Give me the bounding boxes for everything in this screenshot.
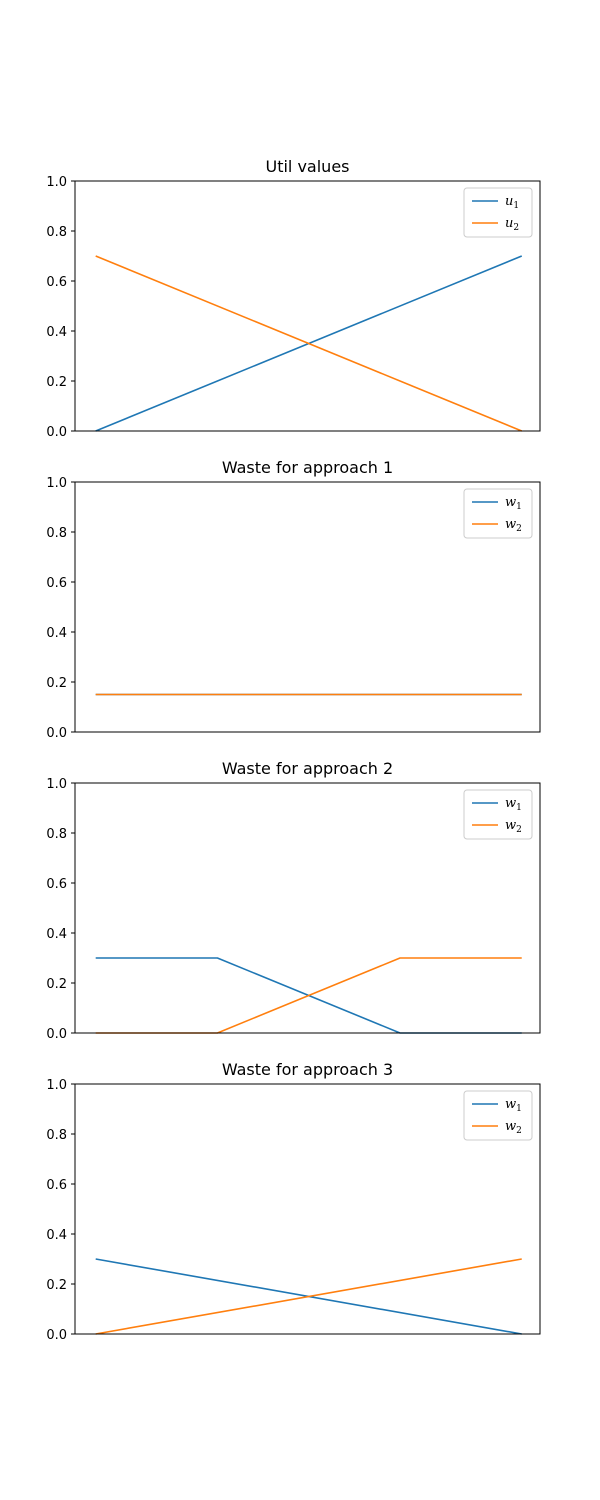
y-tick-label: 1.0 [46,175,67,190]
y-tick-label: 0.6 [46,576,67,591]
series-line-w2 [95,957,522,1034]
legend-label: w2 [505,1119,522,1136]
y-tick-label: 0.4 [46,1228,67,1243]
y-tick-label: 0.6 [46,877,67,892]
y-tick-label: 0.4 [46,626,67,641]
y-tick-label: 0.2 [46,1278,67,1293]
chart-title: Waste for approach 2 [222,759,393,778]
y-tick-label: 0.8 [46,526,67,541]
axes-frame [74,481,541,733]
y-tick-label: 0.0 [46,425,67,440]
series-line-u2 [95,255,523,432]
y-tick-label: 0.2 [46,676,67,691]
y-tick-label: 0.4 [46,325,67,340]
y-tick-label: 0.4 [46,927,67,942]
legend-box [463,187,533,238]
axes-frame [74,782,541,1034]
axes-frame [74,1083,541,1335]
y-tick-label: 0.8 [46,827,67,842]
y-tick-label: 0.8 [46,1128,67,1143]
y-tick-label: 0.6 [46,275,67,290]
chart-panel-4: Waste for approach 3 0.0 0.2 0.4 0.6 0.8 1.0 w1… [46,1060,541,1343]
series-line-w2 [95,1258,522,1335]
y-tick-label: 1.0 [46,777,67,792]
y-tick-label: 0.2 [46,375,67,390]
y-tick-label: 0.0 [46,1328,67,1343]
legend-label: w2 [505,517,522,534]
y-tick-label: 0.0 [46,1027,67,1042]
y-tick-label: 0.8 [46,225,67,240]
chart-title: Util values [266,157,350,176]
axes-frame [74,180,541,432]
legend-label: w2 [505,818,522,835]
y-tick-label: 1.0 [46,1078,67,1093]
legend-label: w1 [505,796,522,813]
legend-label: w1 [505,495,522,512]
y-tick-label: 0.0 [46,726,67,741]
y-tick-label: 0.6 [46,1178,67,1193]
chart-title: Waste for approach 1 [222,458,393,477]
chart-title: Waste for approach 3 [222,1060,393,1079]
chart-panel-2: Waste for approach 1 0.0 0.2 0.4 0.6 0.8 1.0 w1… [46,458,541,741]
y-tick-label: 1.0 [46,476,67,491]
chart-panel-3: Waste for approach 2 0.0 0.2 0.4 0.6 0.8 1.0 w1… [46,759,541,1042]
legend-label: u1 [505,194,519,211]
y-tick-label: 0.2 [46,977,67,992]
legend-label: u2 [505,216,519,233]
legend-label: w1 [505,1097,522,1114]
